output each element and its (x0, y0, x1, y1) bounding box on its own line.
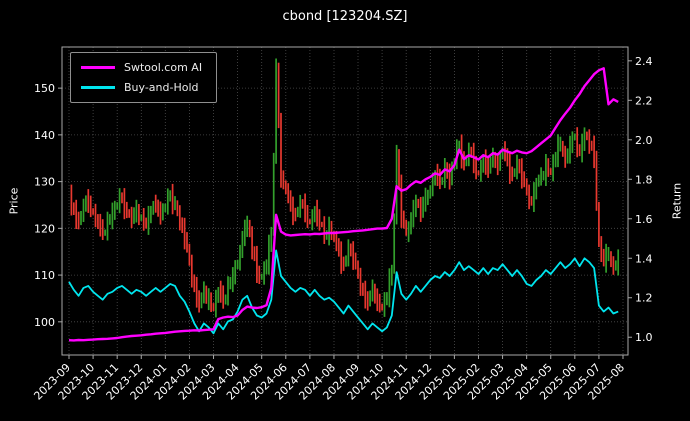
legend-label: Swtool.com AI (124, 61, 203, 74)
right-tick-label: 1.4 (635, 252, 653, 265)
plot-border (61, 46, 629, 356)
left-tick-label: 150 (34, 82, 55, 95)
gridlines (62, 47, 628, 355)
chart-title: cbond [123204.SZ] (282, 9, 408, 24)
legend-item: Swtool.com AI (81, 61, 202, 74)
left-tick-label: 110 (34, 269, 55, 282)
left-tick-label: 100 (34, 316, 55, 329)
right-tick-label: 2.0 (635, 134, 653, 147)
right-tick-label: 1.8 (635, 173, 653, 186)
legend-label: Buy-and-Hold (124, 81, 199, 94)
series-line-bh (68, 249, 619, 335)
left-tick-label: 130 (34, 176, 55, 189)
right-tick-label: 1.6 (635, 213, 653, 226)
right-tick-label: 1.2 (635, 292, 653, 305)
legend-item: Buy-and-Hold (81, 81, 202, 94)
price-candles (70, 58, 620, 318)
series-line-ai (68, 67, 619, 342)
legend-line-swatch-ai (81, 66, 115, 69)
right-tick-label: 1.0 (635, 331, 653, 344)
left-tick-label: 120 (34, 222, 55, 235)
legend-line-swatch-bh (81, 86, 115, 89)
left-tick-label: 140 (34, 129, 55, 142)
legend: Swtool.com AI Buy-and-Hold (70, 52, 218, 103)
right-tick-label: 2.2 (635, 94, 653, 107)
right-tick-label: 2.4 (635, 55, 653, 68)
axis-ticks (58, 60, 632, 359)
